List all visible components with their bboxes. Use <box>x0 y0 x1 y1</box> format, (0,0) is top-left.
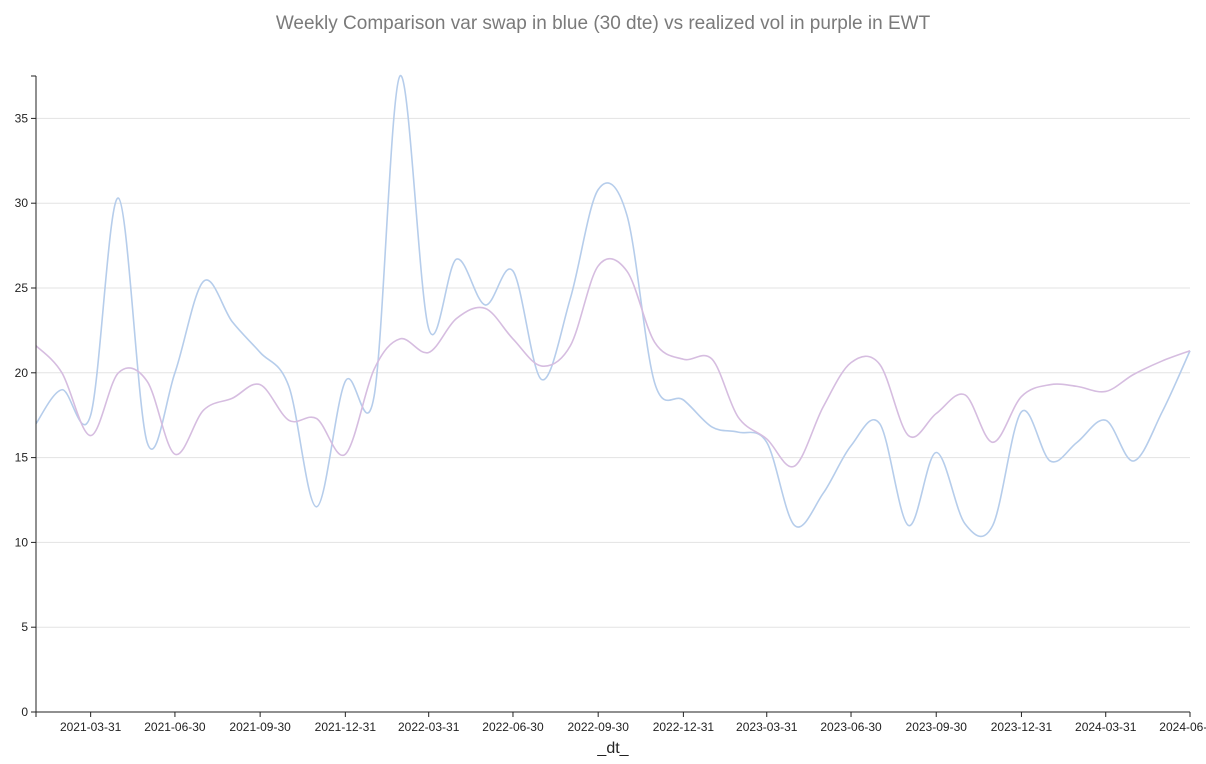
x-tick-label: 2021-03-31 <box>60 720 122 734</box>
x-tick-label: 2021-12-31 <box>315 720 377 734</box>
y-tick-label: 15 <box>15 451 29 465</box>
x-axis: 2021-03-31 2021-06-30 2021-09-30 2021-12-31… <box>35 711 1206 734</box>
x-tick-label: 2024-06-30 <box>1159 720 1206 734</box>
x-tick-label: 2022-06-30 <box>482 720 544 734</box>
series-line-2 <box>35 257 1191 468</box>
x-tick-label: 2022-09-30 <box>567 720 629 734</box>
y-tick-label: 5 <box>21 620 28 634</box>
y-tick-label: 25 <box>15 281 29 295</box>
chart-title: Weekly Comparison var swap in blue (30 d… <box>275 13 931 34</box>
x-tick-label: 2023-06-30 <box>820 720 882 734</box>
x-tick-label: 2023-12-31 <box>991 720 1053 734</box>
x-tick-label: 2022-12-31 <box>653 720 715 734</box>
x-tick-label: 2023-03-31 <box>736 720 798 734</box>
y-axis: 0 5 10 15 20 25 30 35 <box>15 75 37 719</box>
x-tick-label: 2024-03-31 <box>1075 720 1137 734</box>
x-tick-label: 2022-03-31 <box>398 720 460 734</box>
x-tick-label: 2023-09-30 <box>906 720 968 734</box>
x-tick-label: 2021-09-30 <box>229 720 291 734</box>
y-tick-label: 35 <box>15 111 29 125</box>
y-tick-label: 0 <box>21 705 28 719</box>
y-tick-label: 30 <box>15 196 29 210</box>
y-tick-label: 20 <box>15 366 29 380</box>
x-axis-title: _dt_ <box>596 740 629 757</box>
series-line-1 <box>35 75 1191 538</box>
y-tick-label: 10 <box>15 535 29 549</box>
x-tick-label: 2021-06-30 <box>144 720 206 734</box>
y-gridlines <box>36 117 1190 628</box>
series-layer <box>35 75 1191 538</box>
